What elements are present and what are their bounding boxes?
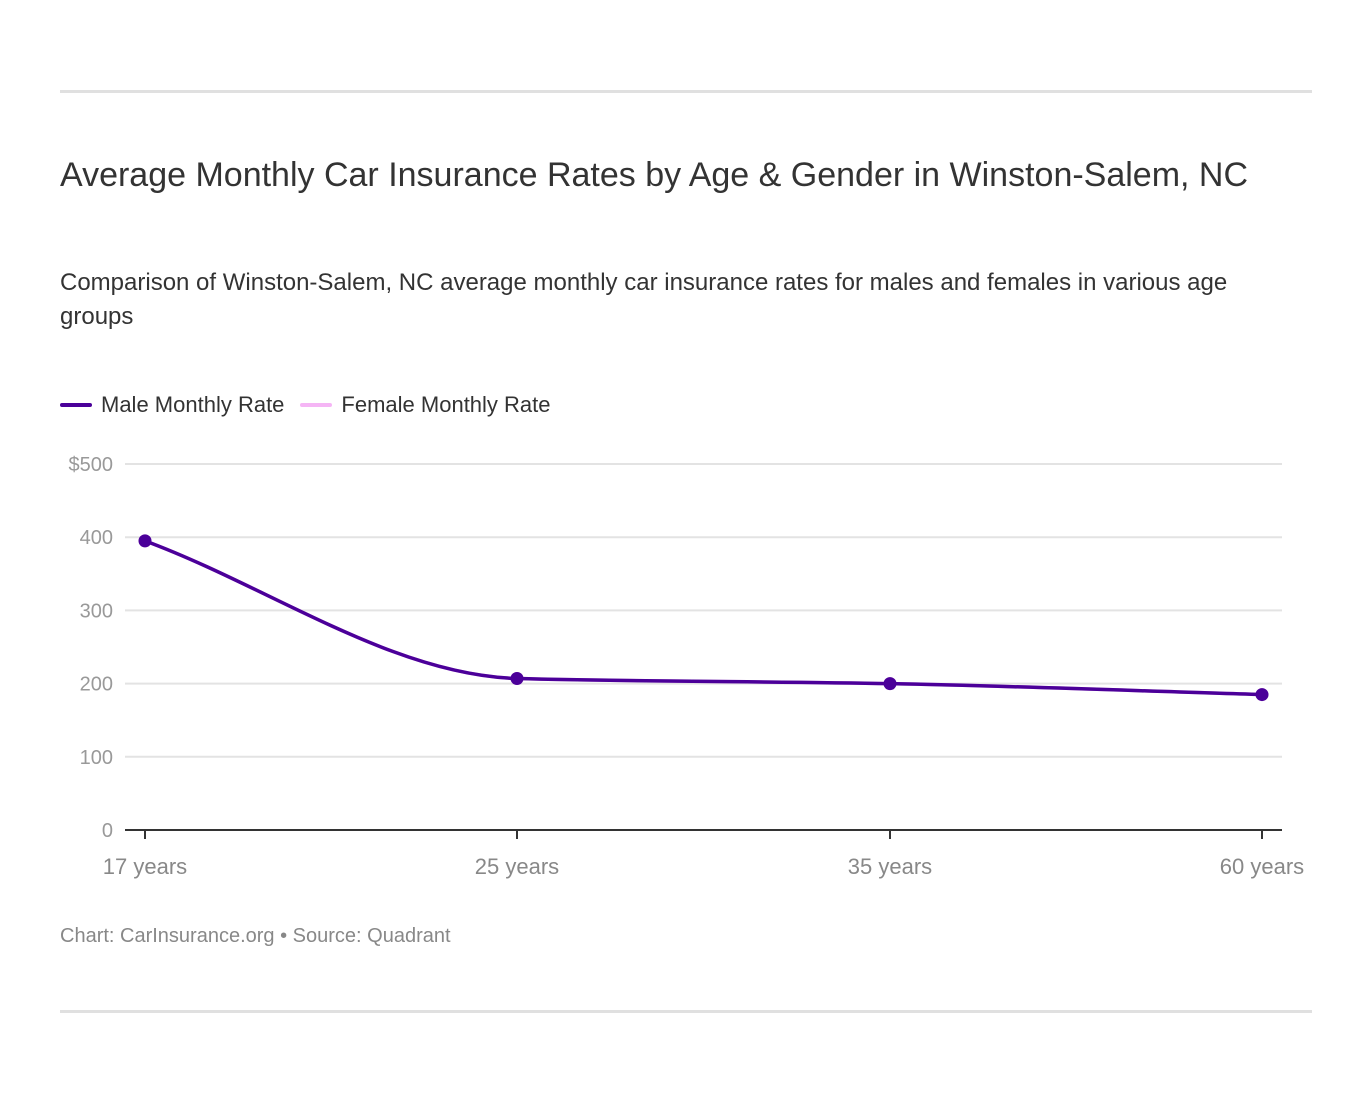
y-tick-label: 300 <box>80 600 113 622</box>
y-tick-label: 400 <box>80 527 113 549</box>
x-tick-label: 17 years <box>103 854 187 879</box>
legend-swatch-female <box>300 403 333 407</box>
y-tick-label: 200 <box>80 674 113 696</box>
x-tick-label: 35 years <box>848 854 932 879</box>
y-tick-label: $500 <box>69 454 114 476</box>
legend-item-female[interactable]: Female Monthly Rate <box>300 392 551 418</box>
chart-source-footer: Chart: CarInsurance.org • Source: Quadra… <box>60 925 451 947</box>
top-divider <box>60 90 1312 93</box>
legend-item-male[interactable]: Male Monthly Rate <box>60 392 284 418</box>
data-point-male <box>510 671 524 685</box>
line-chart: 0 100 200 300 400 $500 17 years 25 years 35 year… <box>69 454 1305 879</box>
data-point-male <box>138 534 152 548</box>
chart-subtitle: Comparison of Winston-Salem, NC average … <box>60 269 1228 330</box>
legend: Male Monthly Rate Female Monthly Rate <box>60 392 551 418</box>
legend-swatch-male <box>60 403 92 407</box>
x-tick-label: 60 years <box>1220 854 1304 879</box>
x-tick-label: 25 years <box>475 854 559 879</box>
chart-title: Average Monthly Car Insurance Rates by A… <box>60 156 1249 194</box>
data-point-male <box>1255 688 1269 702</box>
y-tick-label: 0 <box>102 820 113 842</box>
series-line-male <box>144 539 1263 697</box>
y-tick-label: 100 <box>80 747 113 769</box>
bottom-divider <box>60 1010 1312 1013</box>
legend-label-male: Male Monthly Rate <box>101 392 285 417</box>
legend-label-female: Female Monthly Rate <box>341 392 551 417</box>
data-point-male <box>883 677 897 691</box>
